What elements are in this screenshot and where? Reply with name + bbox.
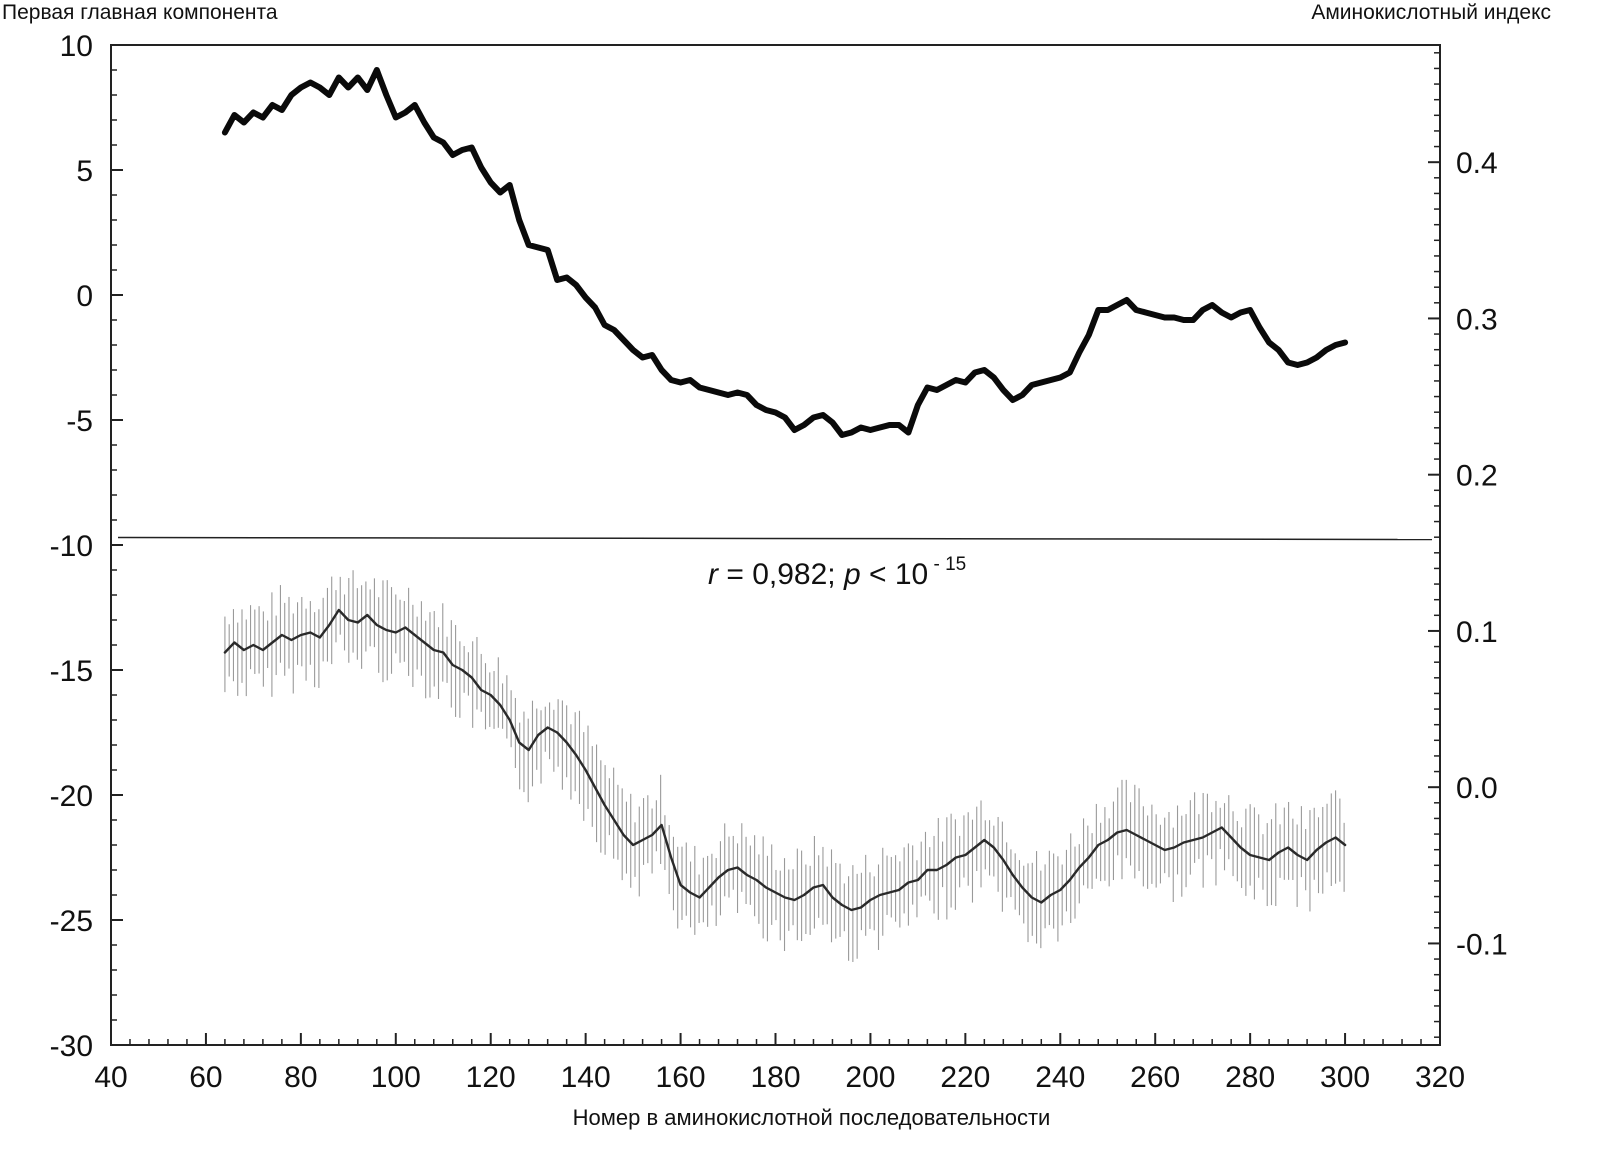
axis-ticks	[110, 44, 1441, 1046]
x-tick-label: 280	[1225, 1061, 1275, 1094]
y-right-tick-label: -0.1	[1456, 928, 1508, 961]
x-axis-title: Номер в аминокислотной последовательност…	[572, 1105, 1051, 1130]
y-left-tick-label: -5	[66, 405, 93, 438]
x-tick-label: 220	[940, 1061, 990, 1094]
x-tick-label: 160	[656, 1061, 706, 1094]
spread-bars	[224, 570, 1345, 962]
y-right-tick-label: 0.1	[1456, 616, 1498, 649]
r-value: = 0,982;	[718, 558, 844, 591]
p-symbol: p	[843, 558, 861, 591]
x-tick-label: 300	[1320, 1061, 1370, 1094]
series-upper-line	[221, 67, 1349, 438]
y-left-tick-label: -20	[50, 780, 93, 813]
x-tick-label: 40	[94, 1061, 127, 1094]
y-left-tick-label: -30	[50, 1030, 93, 1063]
y-left-tick-label: 10	[60, 30, 93, 63]
y-left-tick-label: 0	[76, 280, 93, 313]
p-exponent: - 15	[928, 554, 966, 575]
y-left-tick-label: 5	[76, 155, 93, 188]
y-right-tick-label: 0.0	[1456, 772, 1498, 805]
x-tick-label: 80	[284, 1061, 317, 1094]
right-axis-title: Аминокислотный индекс	[1311, 1, 1551, 24]
p-value: < 10	[861, 558, 929, 591]
r-symbol: r	[708, 558, 719, 591]
y-right-tick-label: 0.4	[1456, 147, 1498, 180]
y-left-tick-label: -25	[50, 905, 93, 938]
correlation-annotation: r = 0,982; p < 10 - 15	[708, 554, 966, 591]
y-right-tick-label: 0.2	[1456, 460, 1498, 493]
x-tick-label: 100	[371, 1061, 421, 1094]
x-tick-label: 60	[189, 1061, 222, 1094]
x-tick-label: 180	[750, 1061, 800, 1094]
y-left-tick-label: -10	[50, 530, 93, 563]
series-lines	[221, 67, 1349, 912]
x-tick-label: 240	[1035, 1061, 1085, 1094]
panel-divider	[117, 536, 1433, 541]
x-tick-label: 260	[1130, 1061, 1180, 1094]
x-tick-label: 200	[845, 1061, 895, 1094]
left-axis-title: Первая главная компонента	[2, 1, 278, 24]
axis-tick-labels: 40 60 80 100 120 140 160 180 200 220 240 260 280 300 3…	[50, 30, 1508, 1094]
series-lower-line	[223, 608, 1347, 912]
y-left-tick-label: -15	[50, 655, 93, 688]
y-right-tick-label: 0.3	[1456, 303, 1498, 336]
x-tick-label: 120	[466, 1061, 516, 1094]
x-tick-label: 140	[561, 1061, 611, 1094]
x-tick-label: 320	[1415, 1061, 1465, 1094]
